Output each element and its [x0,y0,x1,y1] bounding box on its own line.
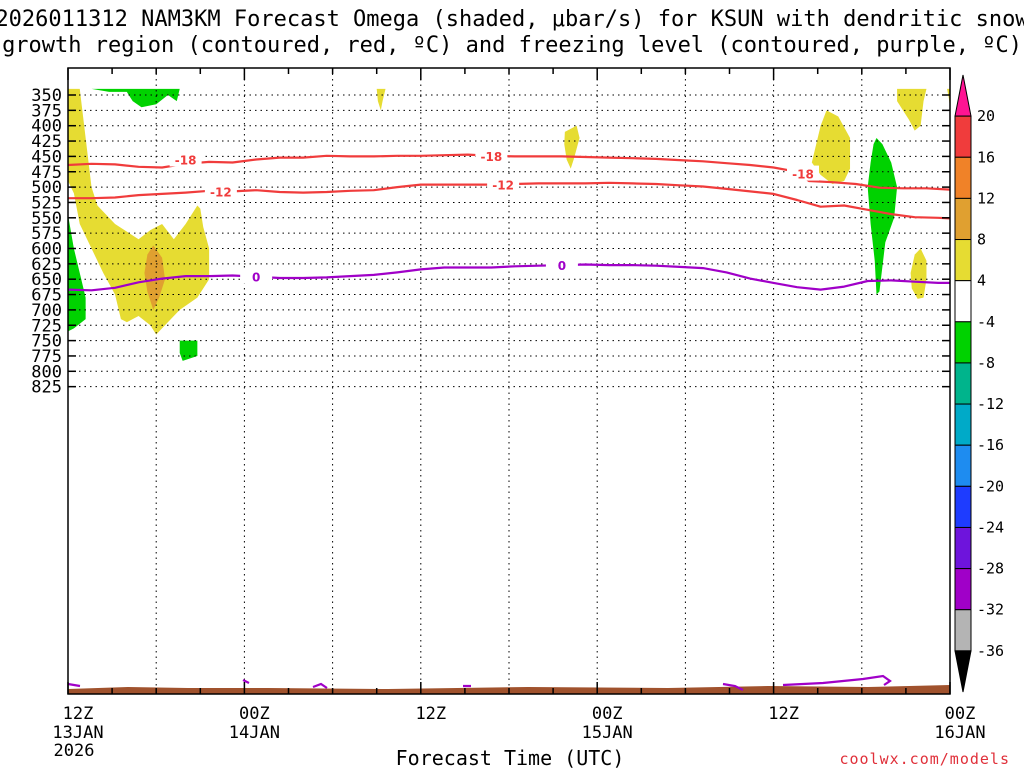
omega-region-1 [144,245,166,310]
y-tick-label-6: 500 [31,178,62,198]
y-tick-label-15: 725 [31,316,62,336]
colorbar-bin-4 [954,239,972,282]
colorbar-label-5: -4 [977,313,995,331]
isotherm-label-0-1: -18 [481,150,503,164]
y-tick-label-16: 750 [31,332,62,352]
x-tick-date-5: 16JAN [934,723,985,743]
y-tick-label-5: 475 [31,163,62,183]
y-tick-label-3: 425 [31,132,62,152]
isotherm-label-bg-0-1 [475,147,508,163]
colorbar-label-8: -16 [977,436,1004,454]
colorbar-bin-2 [954,156,972,199]
isotherm-label-1-1: -12 [492,179,514,193]
isotherm-label-0-2: -18 [792,168,814,182]
isotherm-label-bg-1-0 [204,183,237,199]
y-tick-label-8: 550 [31,209,62,229]
omega-region-5 [376,88,386,111]
colorbar-bin-1 [954,115,972,158]
x-tick-date-1: 14JAN [229,723,280,743]
omega-region-10 [910,248,927,299]
colorbar-label-10: -24 [977,518,1004,536]
y-tick-label-14: 700 [31,301,62,321]
x-tick-date-0: 13JAN [52,723,103,743]
colorbar-bin-11 [954,526,972,570]
colorbar-label-11: -28 [977,560,1004,578]
x-tick-label-5: 00Z [945,704,976,724]
y-tick-label-9: 575 [31,224,62,244]
colorbar-label-4: 4 [977,272,986,290]
x-axis-label: Forecast Time (UTC) [396,746,625,768]
colorbar-label-6: -8 [977,354,995,372]
colorbar-bin-3 [954,197,972,241]
omega-region-9 [867,137,898,295]
isotherm-layer: -18 -18 -18 -12 -12 0 0 [67,147,951,292]
y-tick-label-18: 800 [31,362,62,382]
colorbar-bin-8 [954,403,972,446]
colorbar-bin-9 [954,444,972,487]
omega-region-8 [897,88,927,131]
x-tick-date-3: 15JAN [582,723,633,743]
y-tick-label-10: 600 [31,240,62,260]
y-tick-label-13: 675 [31,286,62,306]
colorbar: 20 16 12 8 4 -4 -8 -12 -16 -20 -24 -28 -32 -36 [954,74,1004,693]
y-tick-label-12: 650 [31,270,62,290]
y-axis: 3503754004254504755005255505756006256506… [31,86,950,398]
y-tick-label-17: 775 [31,347,62,367]
isotherm-label-bg-2-1 [545,257,578,273]
y-tick-label-2: 400 [31,117,62,137]
colorbar-label-12: -32 [977,601,1004,619]
isotherm-label-bg-0-0 [169,151,202,167]
colorbar-bin-6 [954,321,972,364]
isotherm-label-bg-0-2 [787,165,819,181]
colorbar-bin-12 [954,568,972,611]
colorbar-bin-10 [954,485,972,528]
x-tick-label-3: 00Z [592,704,623,724]
omega-region-3 [91,88,180,108]
isotherm-line-2 [67,263,950,292]
colorbar-bin-5 [954,280,972,323]
isotherm-label-1-0: -12 [210,185,232,199]
colorbar-bin-7 [954,362,972,405]
x-tick-label-0: 12Z [63,704,94,724]
colorbar-label-2: 12 [977,189,995,207]
y-tick-label-11: 625 [31,255,62,275]
y-tick-label-7: 525 [31,193,62,213]
omega-region-0 [68,88,210,335]
colorbar-label-0: 20 [977,107,995,125]
colorbar-label-13: -36 [977,642,1004,660]
y-tick-label-0: 350 [31,86,62,106]
colorbar-label-3: 8 [977,231,986,249]
credit-text: coolwx.com/models [839,750,1010,768]
x-tick-label-2: 12Z [415,704,446,724]
y-tick-label-1: 375 [31,101,62,121]
omega-region-2 [68,214,86,332]
y-tick-label-19: 825 [31,378,62,398]
isotherm-label-0-0: -18 [175,153,197,167]
omega-region-4 [179,340,198,361]
x-tick-label-1: 00Z [239,704,270,724]
colorbar-label-1: 16 [977,148,995,166]
isotherm-label-2-1: 0 [558,259,566,273]
y-tick-label-4: 450 [31,147,62,167]
colorbar-bin-13 [954,609,972,652]
near-surface-freezing-level [67,674,892,691]
x-tick-label-4: 12Z [768,704,799,724]
omega-region-7 [811,110,851,185]
isotherm-label-bg-1-1 [487,176,520,192]
colorbar-bin-0 [954,74,972,117]
isotherm-label-2-0: 0 [252,271,260,285]
colorbar-label-7: -12 [977,395,1004,413]
colorbar-label-9: -20 [977,477,1004,495]
x-tick-year-0: 2026 [54,741,95,761]
colorbar-bin-14 [954,650,972,693]
isotherm-label-bg-2-0 [240,268,273,284]
chart-title-line-1: 2026011312 NAM3KM Forecast Omega (shaded… [0,7,1024,32]
omega-shading-layer [68,88,950,361]
omega-region-6 [564,125,580,169]
chart-title-line-2: growth region (contoured, red, ºC) and f… [2,33,1022,58]
